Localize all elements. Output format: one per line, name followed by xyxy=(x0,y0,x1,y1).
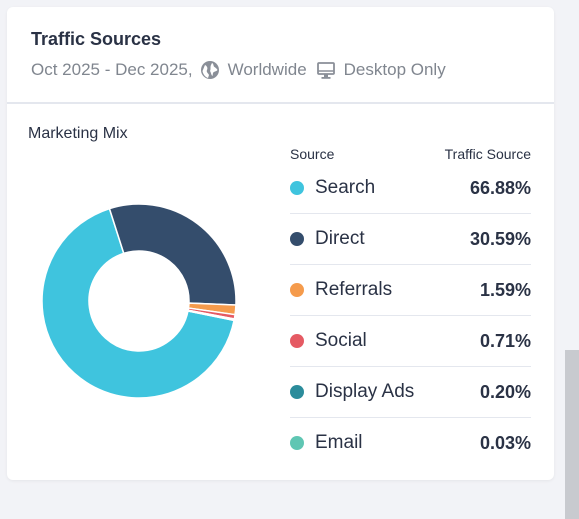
legend-label: Direct xyxy=(315,228,365,249)
donut-slice-email[interactable] xyxy=(187,309,235,322)
scrollbar-thumb[interactable] xyxy=(565,350,579,519)
legend-value: 0.20% xyxy=(479,381,531,402)
date-range: Oct 2025 - Dec 2025, xyxy=(31,60,193,79)
legend-label: Referrals xyxy=(315,279,393,300)
globe-icon xyxy=(199,59,221,81)
donut-slice-search[interactable] xyxy=(41,207,235,399)
card-title: Traffic Sources xyxy=(31,29,162,49)
legend-dot xyxy=(290,385,304,399)
legend-header: Source Traffic Source xyxy=(290,146,531,162)
legend-row-direct: Direct 30.59% xyxy=(290,214,531,265)
card-header: Traffic Sources Oct 2025 - Dec 2025, Wor… xyxy=(7,7,554,104)
legend-row-social: Social 0.71% xyxy=(290,316,531,367)
legend-value: 30.59% xyxy=(469,228,531,249)
value-column-header: Traffic Source xyxy=(444,146,531,162)
region-label: Worldwide xyxy=(227,60,307,79)
donut-slice-direct[interactable] xyxy=(108,203,237,306)
legend-dot xyxy=(290,334,304,348)
legend-dot xyxy=(290,436,304,450)
desktop-icon xyxy=(315,59,337,81)
legend-label: Email xyxy=(315,432,363,453)
legend-row-email: Email 0.03% xyxy=(290,418,531,468)
source-column-header: Source xyxy=(290,146,335,162)
legend-value: 66.88% xyxy=(469,177,531,198)
donut-chart xyxy=(41,203,237,399)
traffic-sources-card: Traffic Sources Oct 2025 - Dec 2025, Wor… xyxy=(7,7,554,480)
legend-value: 0.71% xyxy=(479,330,531,351)
legend-dot xyxy=(290,283,304,297)
legend-value: 1.59% xyxy=(479,279,531,300)
legend-label: Search xyxy=(315,177,376,198)
card-subtitle: Oct 2025 - Dec 2025, Worldwide Desktop O… xyxy=(31,59,446,81)
legend-row-search: Search 66.88% xyxy=(290,163,531,214)
legend-row-referrals: Referrals 1.59% xyxy=(290,265,531,316)
legend-dot xyxy=(290,181,304,195)
legend-label: Display Ads xyxy=(315,381,415,402)
legend-row-display-ads: Display Ads 0.20% xyxy=(290,367,531,418)
legend-table: Search 66.88% Direct 30.59% Referrals 1.59% So… xyxy=(290,163,531,468)
device-label: Desktop Only xyxy=(343,60,446,79)
legend-value: 0.03% xyxy=(479,432,531,453)
chart-title: Marketing Mix xyxy=(28,125,128,142)
legend-label: Social xyxy=(315,330,367,351)
legend-dot xyxy=(290,232,304,246)
